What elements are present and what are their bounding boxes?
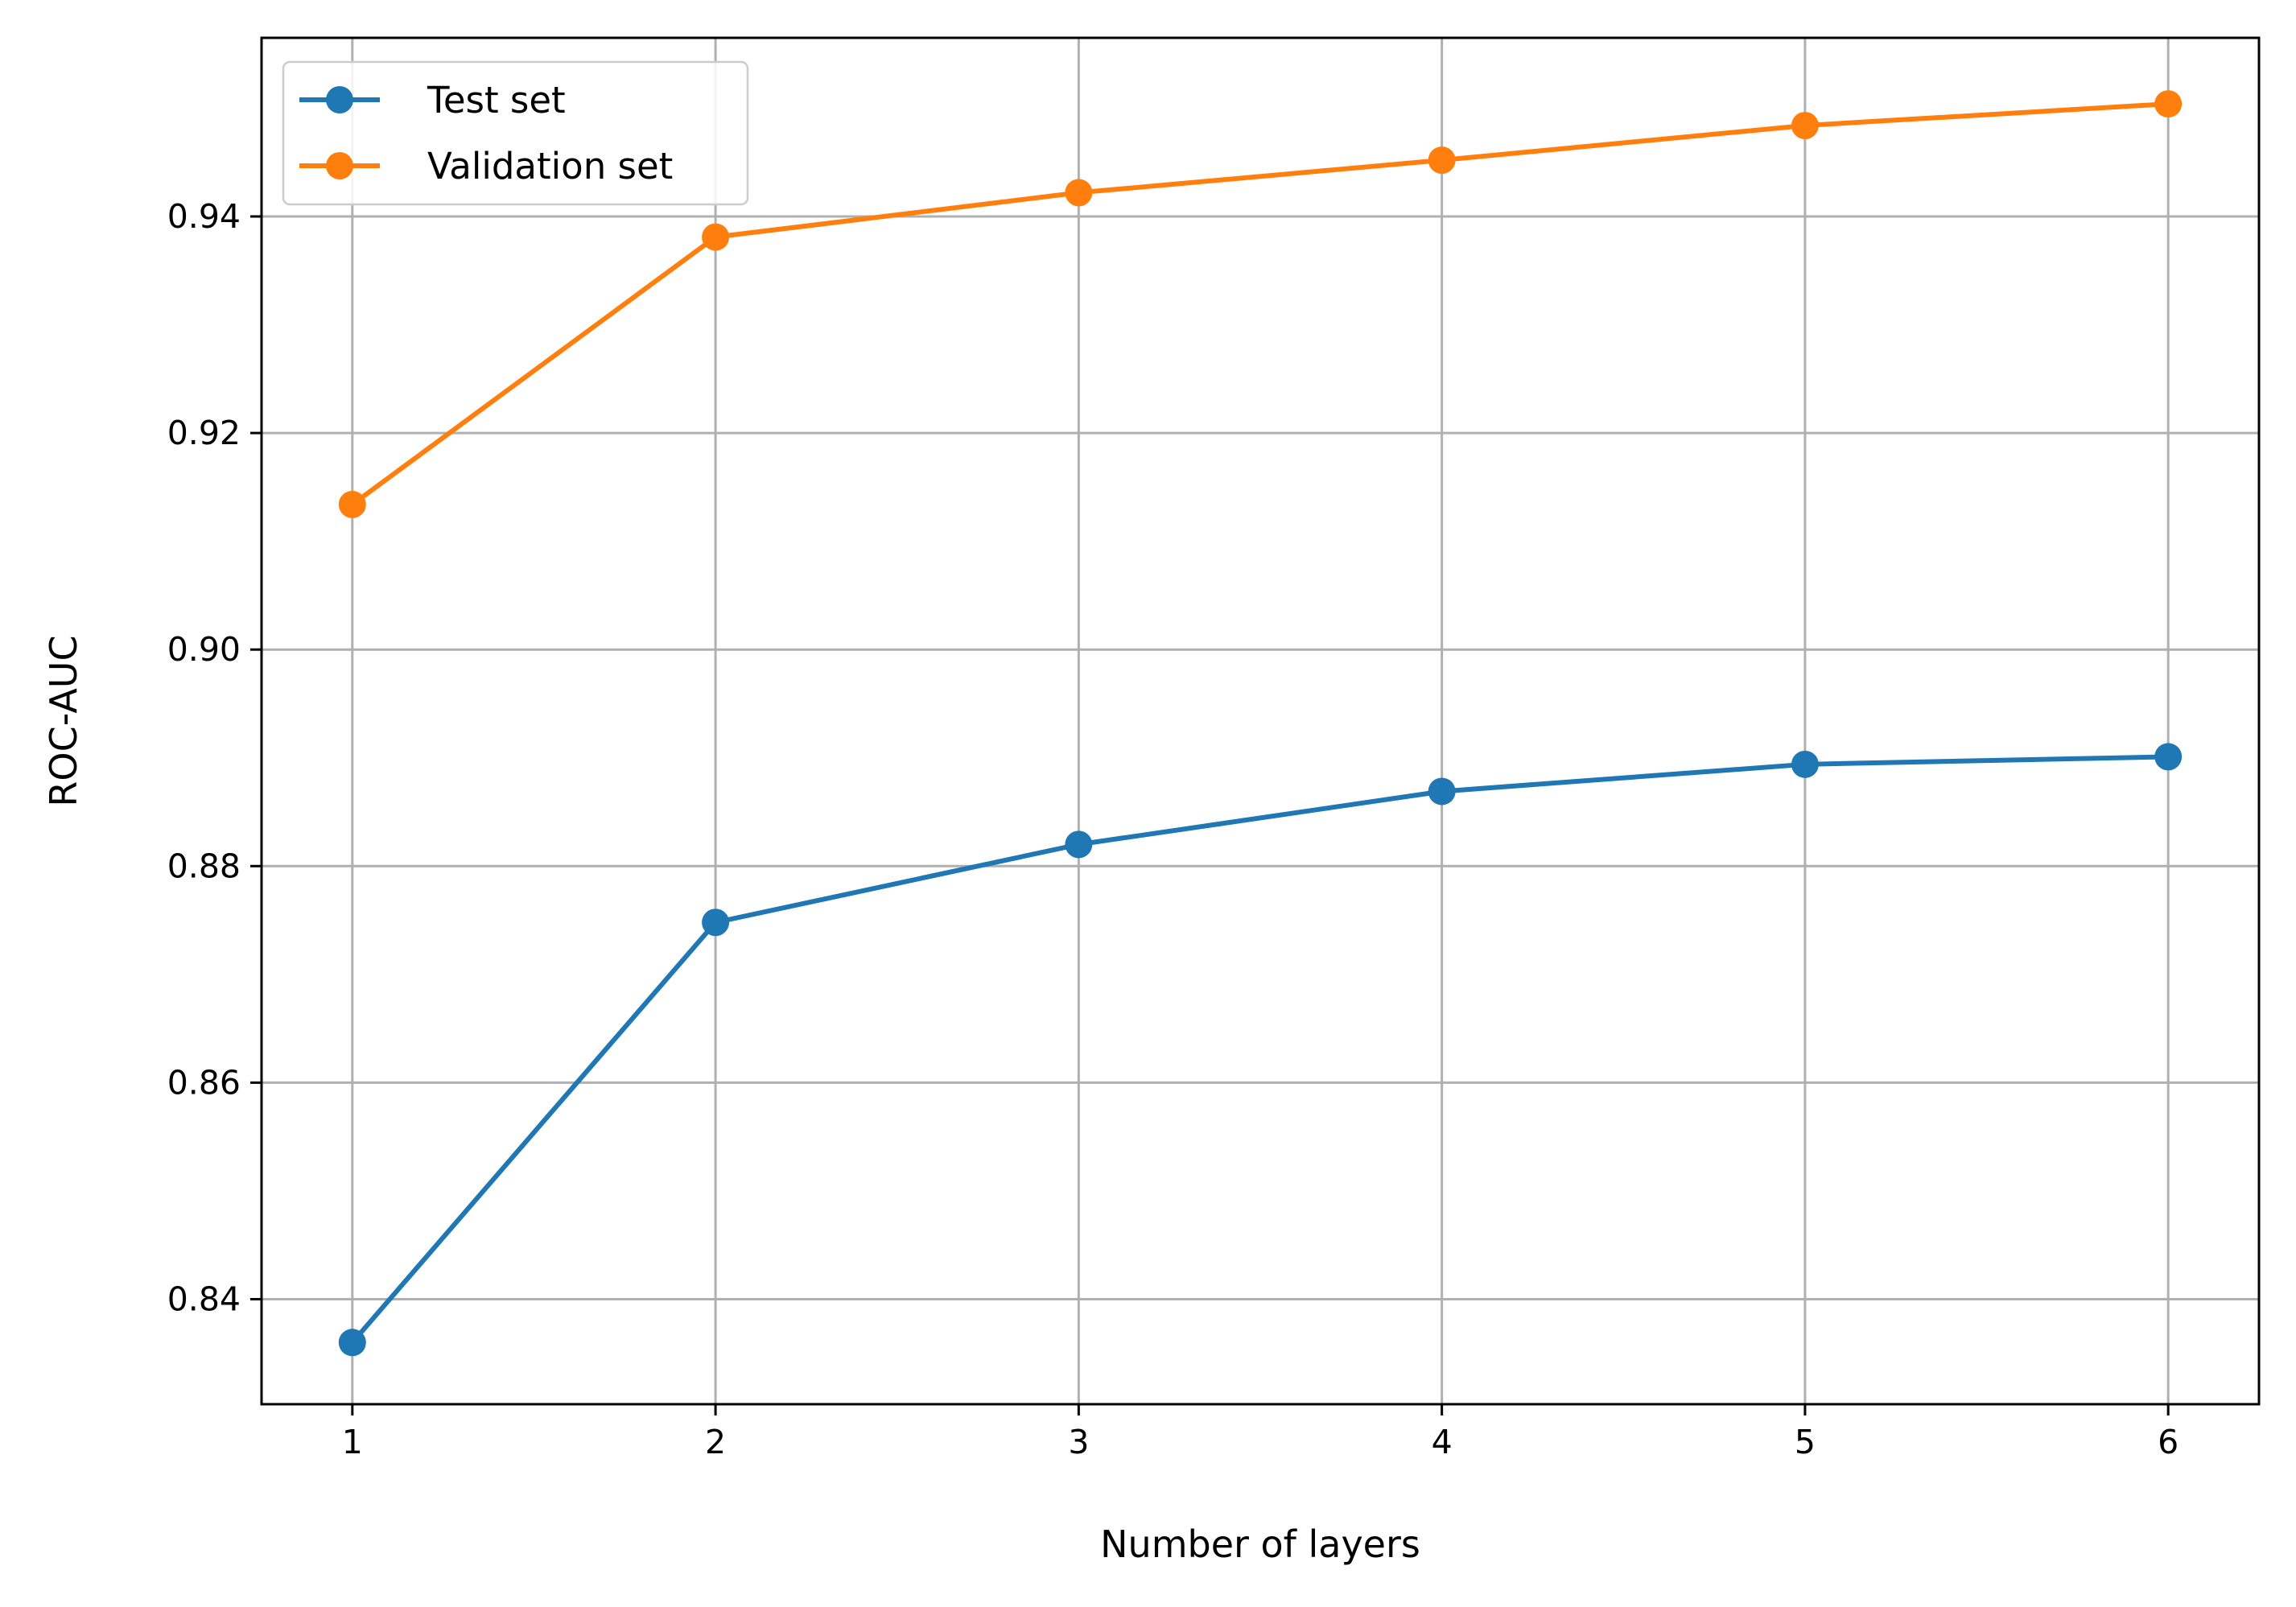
- y-tick-label: 0.88: [167, 847, 241, 885]
- data-point: [1791, 111, 1819, 139]
- x-tick-label: 2: [705, 1423, 726, 1461]
- series-line: [348, 754, 2171, 1346]
- x-axis-label: Number of layers: [1100, 1523, 1420, 1566]
- data-point: [702, 909, 730, 937]
- legend-entry: Validation set: [299, 145, 673, 187]
- data-point: [338, 1329, 366, 1357]
- legend-label: Test set: [427, 79, 566, 122]
- x-tick-label: 6: [2158, 1423, 2179, 1461]
- data-point: [1791, 750, 1819, 778]
- series-0: [338, 743, 2183, 1357]
- y-tick-label: 0.92: [167, 414, 241, 452]
- x-tick-label: 5: [1795, 1423, 1816, 1461]
- y-tick-label: 0.94: [167, 197, 241, 236]
- legend-box: [282, 60, 749, 206]
- series-1: [338, 90, 2183, 518]
- grid-lines: [262, 38, 2259, 1404]
- data-point: [2154, 90, 2183, 118]
- x-tick-label: 3: [1068, 1423, 1089, 1461]
- y-axis-label: ROC-AUC: [42, 635, 85, 806]
- y-tick-label: 0.84: [167, 1279, 241, 1318]
- y-tick-label: 0.86: [167, 1063, 241, 1102]
- data-point: [1065, 830, 1093, 859]
- legend-label: Validation set: [427, 145, 673, 187]
- x-tick-label: 1: [342, 1423, 363, 1461]
- data-point: [1428, 146, 1456, 175]
- plot-frame: [260, 36, 2261, 1406]
- x-tick-label: 4: [1432, 1423, 1453, 1461]
- legend-marker: [326, 152, 353, 179]
- data-point: [2154, 743, 2183, 771]
- data-point: [338, 490, 366, 518]
- axis-ticks: 1 2 3 4 5 6 0.84 0.86 0.88 0.90 0.92 0.94: [167, 197, 2179, 1461]
- legend-entries: Test set Validation set: [299, 79, 673, 187]
- plot-area: [262, 38, 2259, 1404]
- series-layer: [338, 90, 2183, 1357]
- data-point: [702, 223, 730, 251]
- legend: Test set Validation set: [282, 60, 749, 206]
- series-line: [348, 101, 2171, 509]
- legend-entry: Test set: [299, 79, 566, 122]
- y-tick-label: 0.90: [167, 630, 241, 669]
- data-point: [1065, 179, 1093, 207]
- legend-marker: [326, 86, 353, 113]
- data-point: [1428, 777, 1456, 806]
